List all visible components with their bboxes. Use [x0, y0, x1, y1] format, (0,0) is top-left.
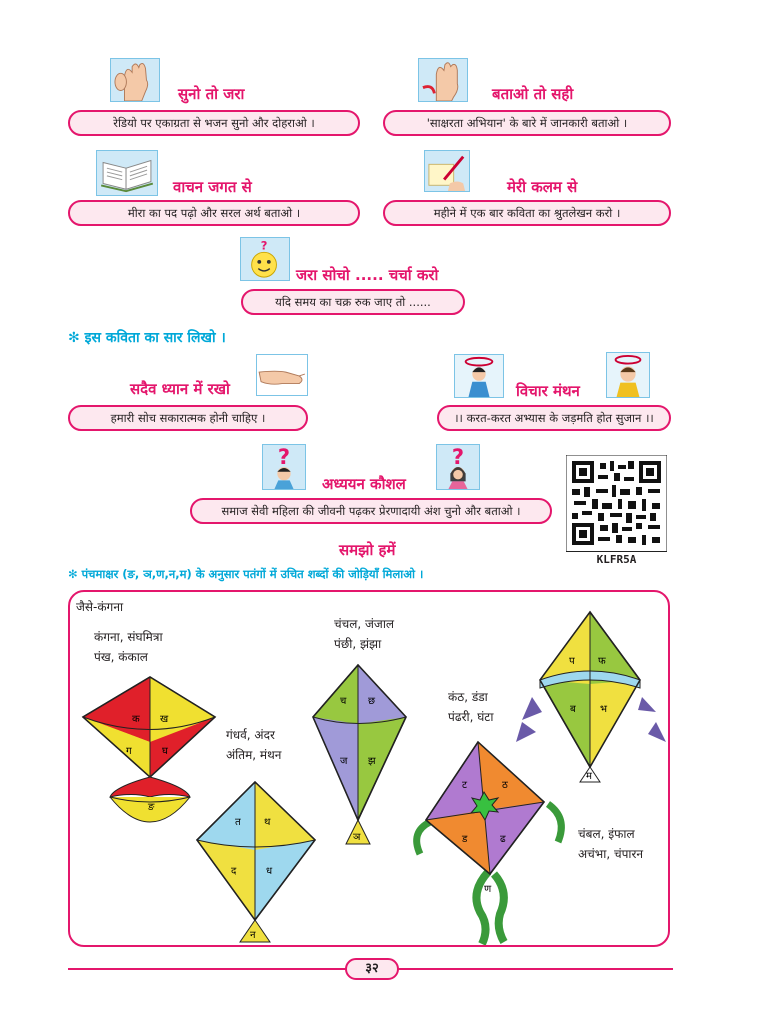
- remember-heading: सदैव ध्यान में रखो: [130, 380, 230, 398]
- kite-instruction: ✻ पंचमाक्षर (ङ, ञ,ण,न,म) के अनुसार पतंगो…: [68, 567, 424, 581]
- kite-1-letter-3: ग: [126, 746, 132, 757]
- svg-text:?: ?: [261, 238, 268, 252]
- kite-1-letter-1: क: [132, 714, 140, 725]
- kite-3-letter-4: झ: [368, 756, 376, 767]
- kite-5: प फ ब भ म: [516, 610, 666, 783]
- think-task: यदि समय का चक्र रुक जाए तो ......: [241, 289, 465, 315]
- tell-heading: बताओ तो सही: [492, 85, 574, 103]
- kites-illustration: क ख ग घ ङ त थ द ध न: [81, 610, 666, 945]
- word-group-5-line1: चंबल, इंफाल: [578, 827, 635, 841]
- tell-task: 'साक्षरता अभियान' के बारे में जानकारी बत…: [383, 110, 671, 136]
- brainstorm-heading: विचार मंथन: [516, 382, 580, 400]
- example-label: जैसे-कंगना: [76, 600, 124, 614]
- kite-4: ट ठ ड ढ ण: [413, 740, 565, 945]
- kite-5-letter-1: प: [569, 656, 575, 667]
- writing-pen-icon: [424, 150, 470, 192]
- kite-4-letter-2: ठ: [502, 780, 508, 791]
- kite-5-letter-4: भ: [600, 704, 608, 715]
- kite-2-tail-letter: न: [250, 930, 256, 941]
- study-heading: अध्ययन कौशल: [322, 475, 406, 493]
- think-heading: जरा सोचो ..... चर्चा करो: [296, 266, 439, 284]
- student-question-icon: ?: [262, 444, 306, 490]
- listening-hand-icon: [110, 58, 160, 102]
- word-group-4-line1: कंठ, डंडा: [448, 690, 488, 704]
- kite-2-letter-2: थ: [264, 817, 271, 828]
- kite-4-letter-1: ट: [462, 780, 468, 791]
- read-task: मीरा का पद पढ़ो और सरल अर्थ बताओ ।: [68, 200, 360, 226]
- kite-4-tail-letter: ण: [484, 884, 492, 895]
- kite-3: च छ ज झ ञ: [312, 663, 407, 845]
- kite-1-letter-2: ख: [160, 714, 169, 725]
- kite-3-tail-letter: ञ: [353, 832, 361, 843]
- word-group-3: चंचल, जंजाल पंछी, झंझा: [334, 614, 394, 654]
- open-book-icon: [96, 150, 158, 196]
- brainstorm-task: ।। करत-करत अभ्यास के जड़मति होत सुजान ।।: [437, 405, 671, 431]
- kite-2: त थ द ध न: [196, 780, 316, 943]
- kite-5-letter-3: ब: [570, 704, 576, 715]
- word-group-1-line1: कंगना, संघमित्रा: [94, 630, 163, 644]
- word-group-2-line2: अंतिम, मंथन: [226, 748, 282, 762]
- girl-thinking-icon: [454, 354, 504, 398]
- kite-1: क ख ग घ ङ: [81, 676, 217, 823]
- word-group-2-line1: गंधर्व, अंदर: [226, 728, 275, 742]
- thinking-smiley-icon: ?: [240, 237, 290, 281]
- kite-3-letter-1: च: [340, 696, 347, 707]
- word-group-3-line2: पंछी, झंझा: [334, 637, 382, 651]
- word-group-4-line2: पंढरी, घंटा: [448, 710, 494, 724]
- word-group-5-line2: अचंभा, चंपारन: [578, 847, 644, 861]
- kite-1-tail-letter: ङ: [147, 802, 155, 813]
- kite-3-letter-3: ज: [340, 756, 348, 767]
- word-group-4: कंठ, डंडा पंढरी, घंटा: [448, 687, 493, 727]
- study-task: समाज सेवी महिला की जीवनी पढ़कर प्रेरणादा…: [190, 498, 552, 524]
- kite-3-letter-2: छ: [368, 696, 376, 707]
- remember-task: हमारी सोच सकारात्मक होनी चाहिए ।: [68, 405, 308, 431]
- page-number: ३२: [345, 958, 399, 980]
- listen-task: रेडियो पर एकाग्रता से भजन सुनो और दोहराओ…: [68, 110, 360, 136]
- svg-text:?: ?: [278, 445, 290, 469]
- listen-heading: सुनो तो जरा: [178, 85, 245, 103]
- understand-heading: समझो हमें: [339, 541, 396, 559]
- kite-2-letter-4: ध: [266, 866, 273, 877]
- kite-4-letter-3: ड: [461, 834, 468, 845]
- pen-task: महीने में एक बार कविता का श्रुतलेखन करो …: [383, 200, 671, 226]
- word-group-3-line1: चंचल, जंजाल: [334, 617, 395, 631]
- word-group-1: कंगना, संघमित्रा पंख, कंकाल: [94, 627, 163, 667]
- kite-2-letter-3: द: [231, 866, 237, 877]
- kite-2-letter-1: त: [235, 817, 241, 828]
- kite-5-letter-2: फ: [598, 656, 606, 667]
- word-group-2: गंधर्व, अंदर अंतिम, मंथन: [226, 725, 281, 765]
- qr-code-label: KLFR5A: [566, 551, 667, 567]
- kite-4-letter-4: ढ: [500, 834, 506, 845]
- word-group-5: चंबल, इंफाल अचंभा, चंपारन: [578, 824, 643, 864]
- svg-text:?: ?: [452, 445, 464, 469]
- kite-5-tail-letter: म: [586, 771, 593, 782]
- kite-1-letter-4: घ: [162, 746, 169, 757]
- pointing-hand-icon: [256, 354, 308, 396]
- qr-code[interactable]: KLFR5A: [565, 454, 668, 568]
- girl-question-icon: ?: [436, 444, 480, 490]
- speaking-hand-icon: [418, 58, 468, 102]
- summary-instruction: ✻ इस कविता का सार लिखो ।: [68, 330, 226, 346]
- boy-thinking-icon: [606, 352, 650, 398]
- word-group-1-line2: पंख, कंकाल: [94, 650, 148, 664]
- pen-heading: मेरी कलम से: [507, 178, 578, 196]
- read-heading: वाचन जगत से: [173, 178, 252, 196]
- kite-activity-box: जैसे-कंगना कंगना, संघमित्रा पंख, कंकाल ग…: [68, 590, 670, 947]
